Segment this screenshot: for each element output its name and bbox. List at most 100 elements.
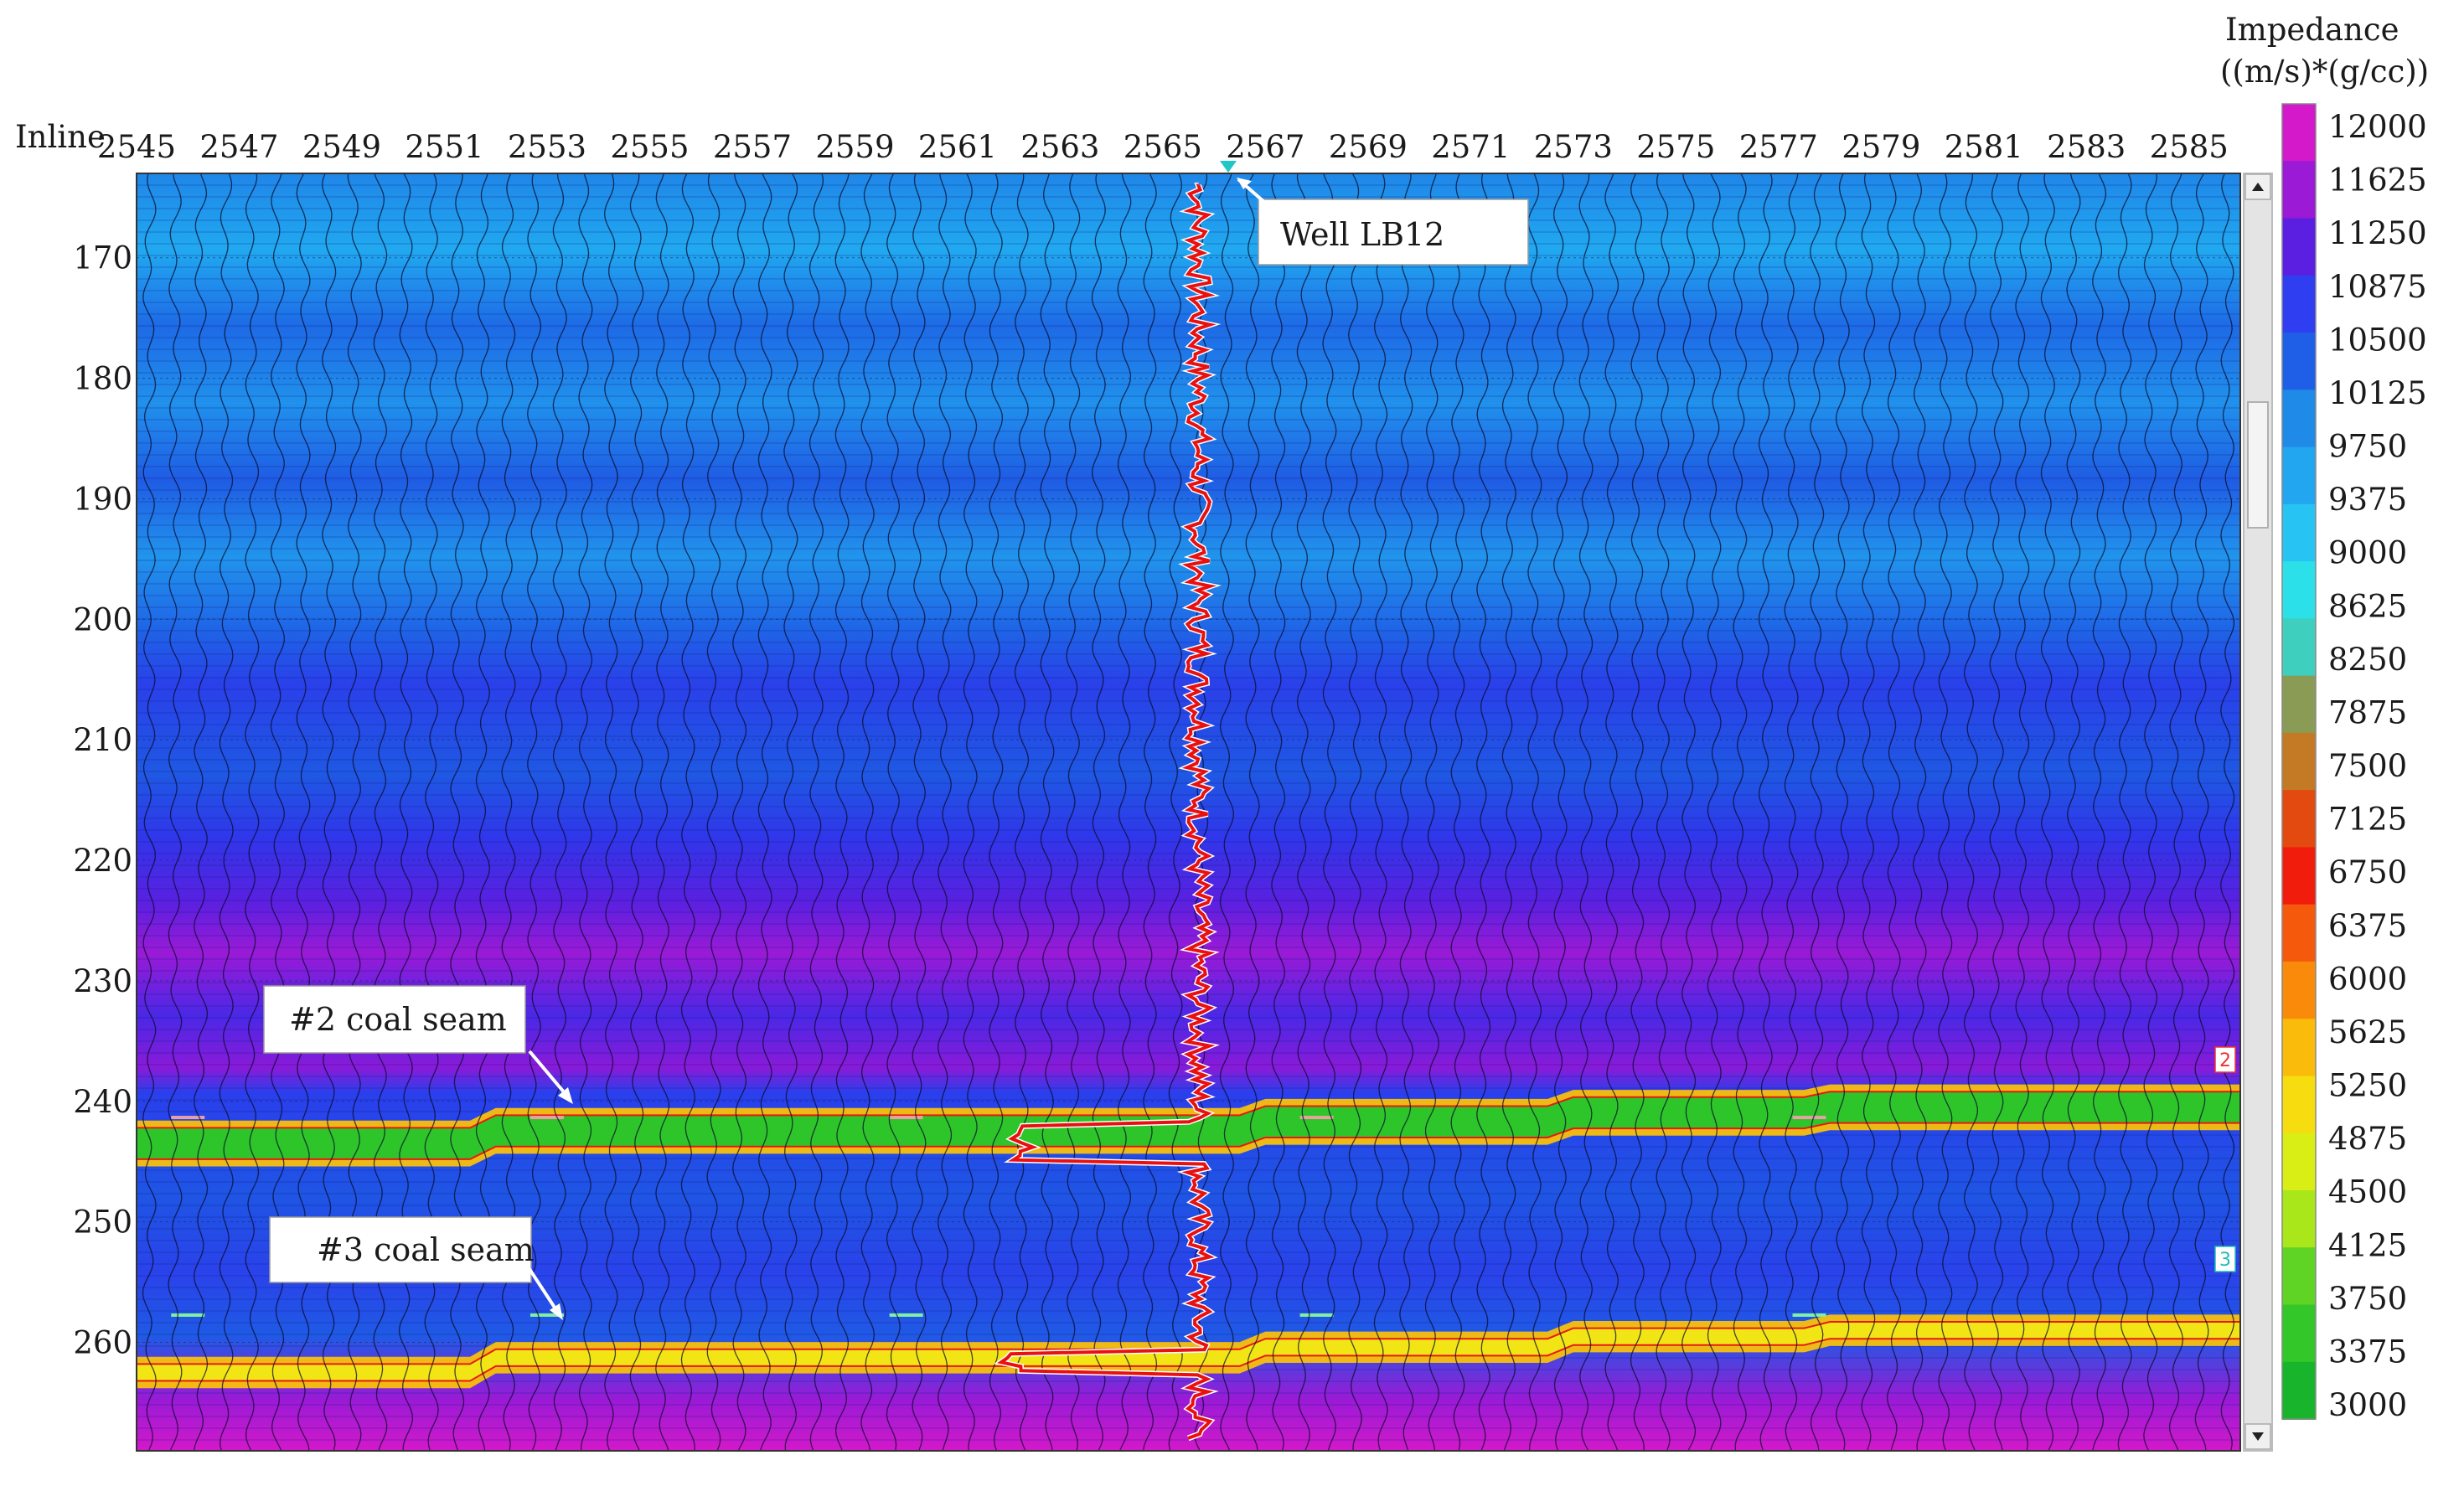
y-tick-label: 260: [73, 1325, 132, 1361]
horizon-2-base-line: [137, 1122, 2240, 1160]
horizon-2-annotation: #2 coal seam: [263, 985, 573, 1104]
x-tick-label: 2579: [1842, 129, 1920, 165]
colorbar-swatch: [2282, 390, 2316, 448]
seismic-trace: [1501, 173, 1516, 1451]
colorbar-title-line2: ((m/s)*(g/cc)): [2220, 54, 2429, 90]
colorbar-label: 4875: [2328, 1121, 2407, 1157]
vertical-scrollbar[interactable]: [2243, 173, 2273, 1452]
colorbar-label: 12000: [2328, 109, 2427, 145]
seismic-trace: [655, 173, 670, 1451]
x-tick-label: 2581: [1945, 129, 2023, 165]
seismic-trace: [629, 173, 644, 1451]
seismic-trace: [1476, 173, 1491, 1451]
x-tick-label: 2549: [302, 129, 381, 165]
seismic-trace: [886, 173, 901, 1451]
horizon-2-pick: [889, 1116, 923, 1120]
colorbar-swatch: [2282, 1361, 2316, 1420]
well-label-box: [1258, 199, 1529, 266]
horizon-3-pick: [1792, 1313, 1826, 1317]
seismic-trace: [1066, 173, 1081, 1451]
colorbar-label: 7875: [2328, 694, 2407, 730]
colorbar-swatch: [2282, 1304, 2316, 1363]
seismic-trace: [1143, 173, 1158, 1451]
seismic-trace: [1322, 173, 1337, 1451]
x-tick-label: 2557: [713, 129, 792, 165]
colorbar-label: 3750: [2328, 1281, 2407, 1317]
x-tick-label: 2585: [2150, 129, 2229, 165]
seismic-trace: [1424, 173, 1440, 1451]
seismic-trace: [1733, 173, 1748, 1451]
seismic-trace: [1810, 173, 1825, 1451]
colorbar-label: 4125: [2328, 1227, 2407, 1263]
seismic-trace: [168, 173, 183, 1451]
colorbar-swatch: [2282, 161, 2316, 219]
seismic-trace: [1296, 173, 1311, 1451]
seismic-trace: [1091, 173, 1106, 1451]
x-tick-label: 2583: [2047, 129, 2126, 165]
colorbar-swatch: [2282, 1247, 2316, 1306]
seismic-trace: [731, 173, 747, 1451]
seismic-trace: [1450, 173, 1465, 1451]
x-axis-ticks: 2545 2547 2549 2551 2553 2555 2557 2559 2561 2563…: [97, 129, 2229, 165]
colorbar-label: 6000: [2328, 961, 2407, 997]
seismic-trace: [1835, 173, 1850, 1451]
seismic-trace: [1399, 173, 1414, 1451]
seismic-trace: [194, 173, 209, 1451]
seismic-trace: [2117, 173, 2132, 1451]
seismic-trace: [937, 173, 953, 1451]
seismic-trace: [578, 173, 593, 1451]
seismic-trace: [1552, 173, 1568, 1451]
colorbar-label: 6750: [2328, 854, 2407, 890]
x-tick-label: 2545: [97, 129, 176, 165]
horizon-3-base-line: [137, 1338, 2240, 1382]
horizon-3-pick: [171, 1313, 205, 1317]
x-tick-label: 2563: [1020, 129, 1099, 165]
x-tick-label: 2553: [508, 129, 586, 165]
colorbar-label: 10125: [2328, 375, 2427, 411]
seismic-trace: [860, 173, 876, 1451]
colorbar-label: 8625: [2328, 588, 2407, 624]
colorbar-swatch: [2282, 275, 2316, 334]
seismic-trace: [1219, 173, 1235, 1451]
y-tick-label: 240: [73, 1084, 132, 1120]
seismic-trace: [2066, 173, 2081, 1451]
horizon-2-seam: [137, 1091, 2240, 1159]
y-tick-label: 190: [73, 481, 132, 517]
colorbar-swatch: [2282, 1189, 2316, 1249]
colorbar-label: 7125: [2328, 802, 2407, 838]
horizon-2-marker-text: 2: [2219, 1050, 2231, 1071]
y-axis-ticks: 170 180 190 200 210 220 230 240 250 260: [73, 240, 132, 1361]
seismic-trace: [808, 173, 824, 1451]
colorbar-swatch: [2282, 847, 2316, 906]
horizon-2-label: #2 coal seam: [289, 1001, 507, 1038]
colorbar-frame: [2281, 103, 2317, 1420]
colorbar-swatch: [2282, 904, 2316, 962]
y-tick-label: 250: [73, 1205, 132, 1241]
seismic-trace: [2143, 173, 2158, 1451]
x-tick-label: 2567: [1226, 129, 1304, 165]
colorbar-label: 9000: [2328, 535, 2407, 571]
seismic-trace: [757, 173, 772, 1451]
colorbar-label: 8250: [2328, 642, 2407, 678]
horizon-2-pick: [1792, 1116, 1826, 1120]
seismic-trace: [1014, 173, 1030, 1451]
seismic-trace: [1681, 173, 1697, 1451]
seismic-trace: [2015, 173, 2030, 1451]
colorbar: Impedance ((m/s)*(g/cc)) 12000 11625 11250…: [2220, 12, 2429, 1423]
seismic-trace: [1527, 173, 1542, 1451]
x-tick-label: 2547: [199, 129, 278, 165]
seismic-trace: [1758, 173, 1774, 1451]
seismic-trace: [219, 173, 234, 1451]
y-tick-label: 230: [73, 963, 132, 999]
colorbar-swatch: [2282, 618, 2316, 677]
seismic-trace: [1578, 173, 1594, 1451]
scrollbar-thumb[interactable]: [2247, 401, 2269, 529]
colorbar-swatch: [2282, 1076, 2316, 1134]
seismic-trace: [1784, 173, 1799, 1451]
horizon-2-arrowhead: [558, 1087, 573, 1104]
seismic-trace: [1707, 173, 1722, 1451]
colorbar-swatch: [2282, 333, 2316, 391]
horizon-2-arrow: [528, 1050, 571, 1101]
seismic-trace: [912, 173, 927, 1451]
